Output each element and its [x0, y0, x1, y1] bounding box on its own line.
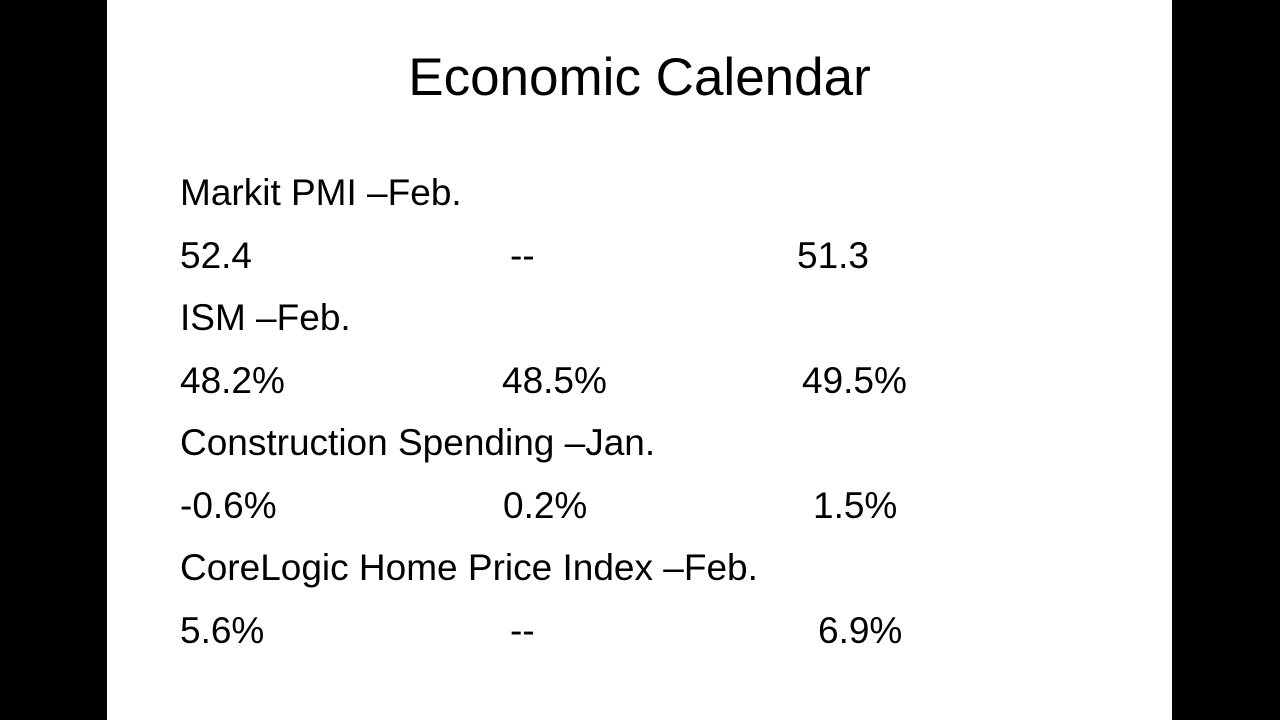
markit-pmi-consensus: --: [510, 235, 535, 276]
item-label-ism: ISM –Feb.: [180, 297, 351, 338]
corelogic-hpi-prior: 6.9%: [818, 610, 903, 651]
corelogic-hpi-consensus: --: [510, 610, 535, 651]
item-label-construction-spending: Construction Spending –Jan.: [180, 422, 656, 463]
markit-pmi-prior: 51.3: [797, 235, 870, 276]
ism-prior: 49.5%: [802, 360, 907, 401]
construction-spending-consensus: 0.2%: [503, 485, 588, 526]
slide: Economic Calendar Markit PMI –Feb. 52.4 …: [107, 0, 1172, 720]
construction-spending-prior: 1.5%: [813, 485, 898, 526]
ism-consensus: 48.5%: [502, 360, 607, 401]
corelogic-hpi-actual: 5.6%: [180, 610, 265, 651]
item-label-corelogic-hpi: CoreLogic Home Price Index –Feb.: [180, 547, 758, 588]
markit-pmi-actual: 52.4: [180, 235, 253, 276]
construction-spending-actual: -0.6%: [180, 485, 277, 526]
slide-title: Economic Calendar: [408, 48, 871, 107]
item-label-markit-pmi: Markit PMI –Feb.: [180, 172, 462, 213]
ism-actual: 48.2%: [180, 360, 285, 401]
